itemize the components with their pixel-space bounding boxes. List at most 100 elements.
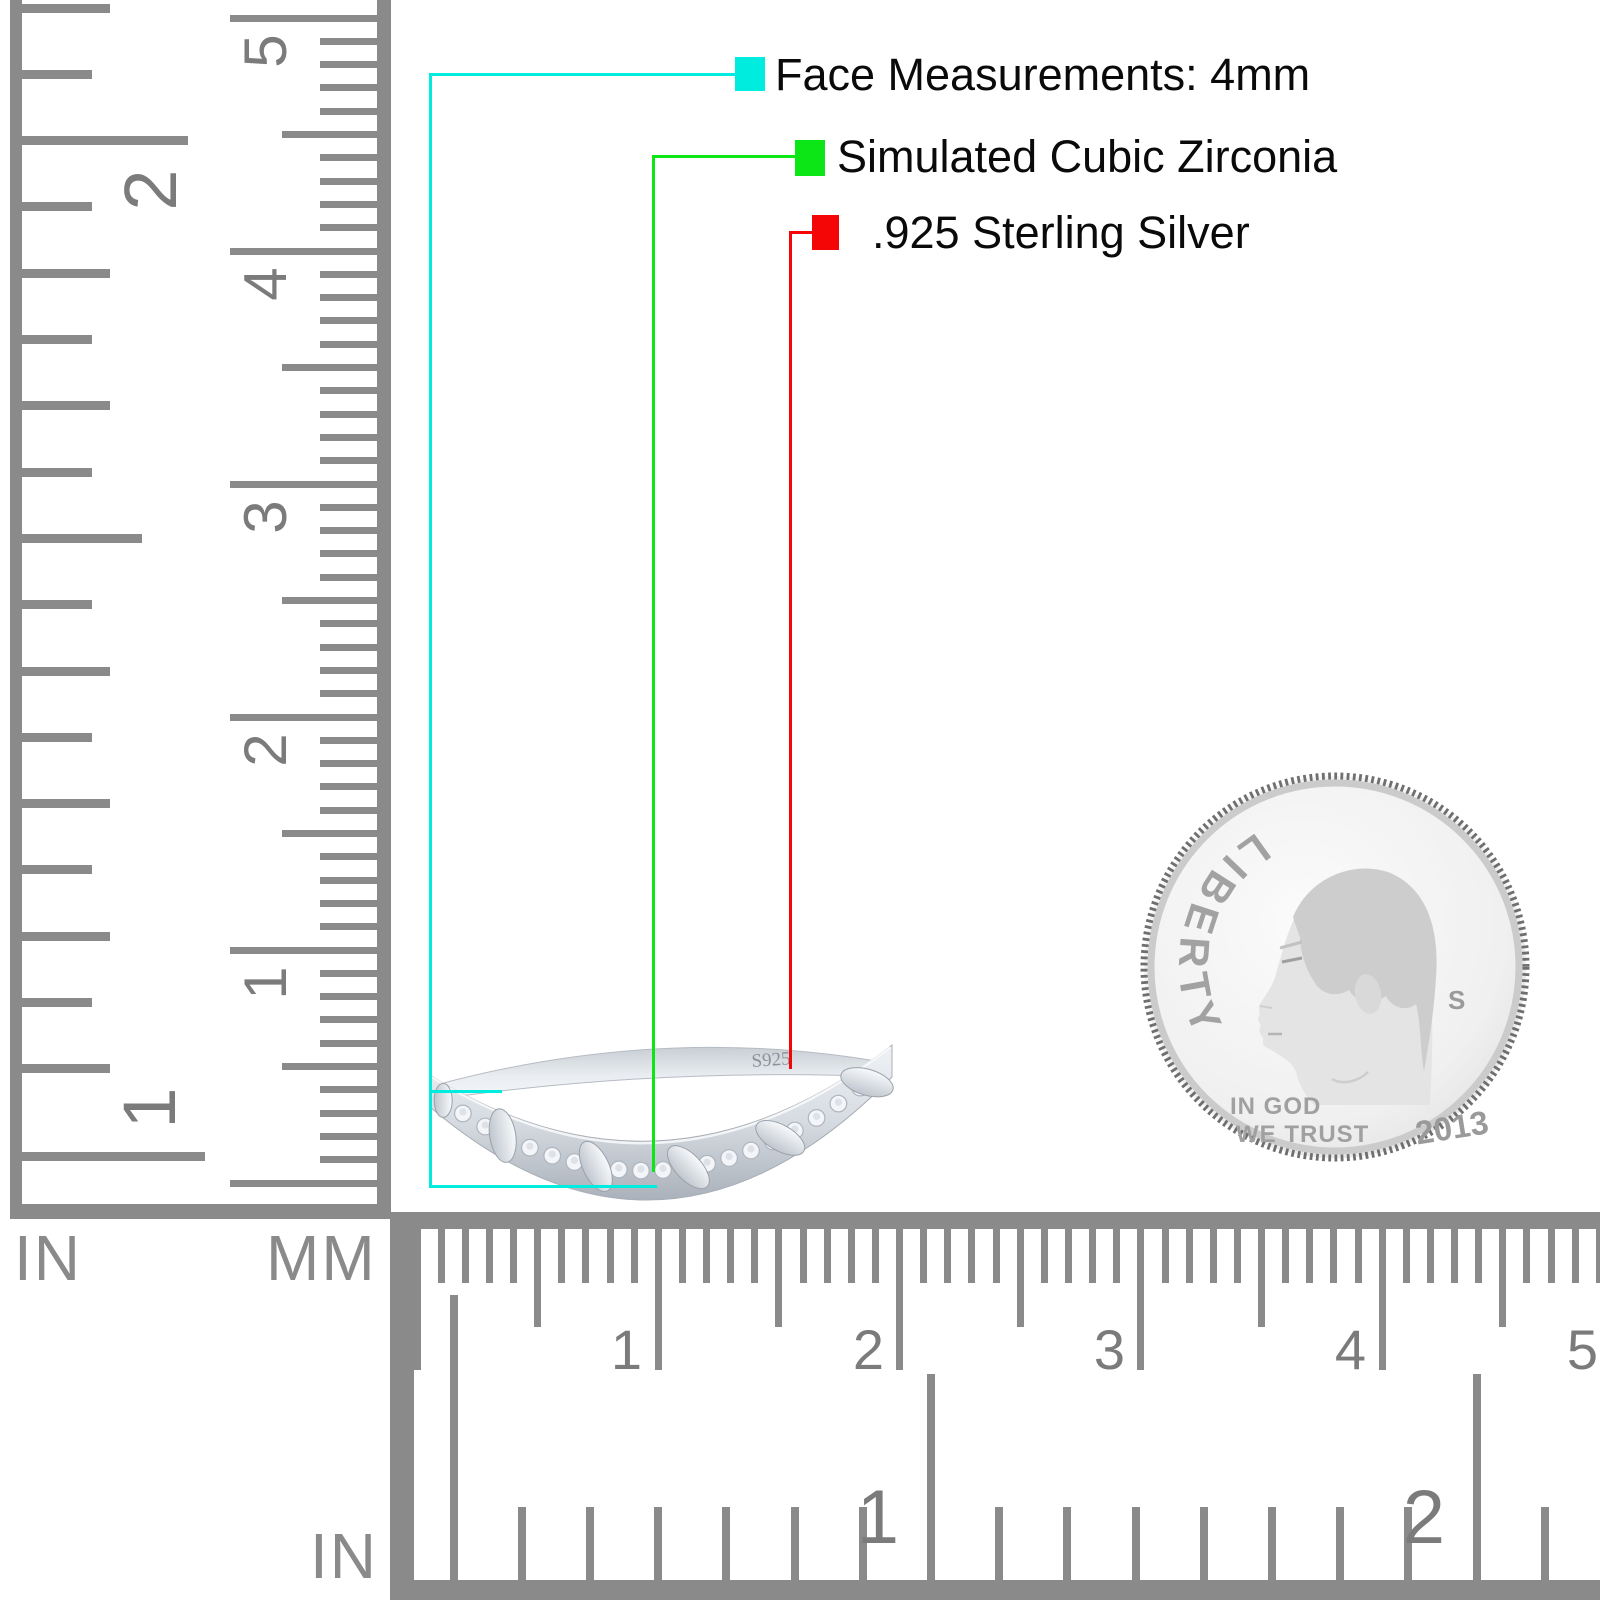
ruler-tick	[1548, 1228, 1555, 1283]
ruler-tick	[993, 1228, 1000, 1283]
bottom-ruler: 1 2 3 4 5 1 2	[385, 1205, 1600, 1600]
ruler-tick	[703, 1228, 710, 1283]
ruler-number: 4	[232, 267, 299, 301]
ruler-tick	[800, 1228, 807, 1283]
ruler-number: 5	[1566, 1318, 1598, 1381]
ruler-number: 1	[610, 1318, 642, 1381]
ruler-tick	[1451, 1228, 1458, 1283]
ruler-tick	[320, 434, 377, 441]
stone-leader-line-vertical	[652, 155, 655, 1172]
ruler-tick	[22, 335, 92, 344]
annotation-metal-label: .925 Sterling Silver	[872, 207, 1250, 258]
ruler-tick	[22, 401, 110, 410]
ruler-tick	[722, 1507, 730, 1580]
ruler-tick	[1041, 1228, 1048, 1283]
ruler-tick	[1234, 1228, 1241, 1283]
bottom-ruler-left-edge	[390, 1212, 414, 1600]
ruler-tick	[320, 457, 377, 464]
ruler-tick	[438, 1228, 445, 1283]
ruler-number: 3	[232, 500, 299, 534]
bottom-ruler-bottom-edge	[390, 1580, 1600, 1600]
cz-stone-facet	[526, 1142, 534, 1150]
ruler-tick	[655, 1228, 662, 1370]
ruler-tick	[414, 1228, 421, 1370]
ring-photo: S925	[429, 1043, 894, 1201]
ruler-tick	[320, 1040, 377, 1047]
ruler-tick	[320, 178, 377, 185]
ring-twist-wrap	[433, 1082, 453, 1118]
ruler-tick	[320, 574, 377, 581]
vertical-mm-ruler-edge	[377, 0, 391, 1218]
ruler-tick	[654, 1507, 662, 1580]
ruler-tick	[22, 269, 110, 278]
ruler-number: 1	[232, 966, 299, 1000]
ruler-tick	[22, 932, 110, 941]
vertical-mm-unit-label: MM	[266, 1222, 377, 1294]
ruler-tick	[320, 61, 377, 68]
cz-stone-facet	[459, 1108, 467, 1116]
ruler-tick	[727, 1228, 734, 1283]
ruler-tick	[320, 993, 377, 1000]
ruler-tick	[320, 620, 377, 627]
ruler-tick	[282, 597, 377, 604]
face-leader-line-horizontal	[429, 73, 737, 76]
ruler-tick	[1132, 1507, 1140, 1580]
cz-stone-facet	[747, 1145, 755, 1153]
ruler-tick	[230, 714, 377, 721]
ruler-tick	[1596, 1228, 1600, 1283]
cz-stone-facet	[481, 1121, 489, 1129]
ruler-tick	[1572, 1228, 1579, 1283]
ruler-tick	[486, 1228, 493, 1283]
ruler-tick	[968, 1228, 975, 1283]
vertical-ruler: 2 1 5 4 3 2 1	[0, 0, 420, 1230]
ruler-tick	[1113, 1228, 1120, 1283]
ring-engraving: S925	[751, 1048, 791, 1072]
ring-twist-wrap	[840, 1067, 894, 1098]
cz-stone-facet	[813, 1112, 821, 1120]
ruler-tick	[320, 271, 377, 278]
face-legend-swatch	[735, 57, 765, 91]
ruler-tick	[320, 411, 377, 418]
ring-twist-wrap	[755, 1120, 806, 1156]
cz-stone-facet	[637, 1165, 645, 1173]
ruler-tick	[1306, 1228, 1313, 1283]
ruler-tick	[320, 527, 377, 534]
ruler-tick	[1186, 1228, 1193, 1283]
ruler-tick	[230, 248, 377, 255]
ruler-tick	[1200, 1507, 1208, 1580]
ruler-tick	[1336, 1507, 1344, 1580]
ruler-tick	[320, 550, 377, 557]
ruler-tick	[230, 15, 377, 22]
ruler-tick	[1065, 1228, 1072, 1283]
face-leader-line-bottom	[429, 1185, 657, 1188]
ruler-tick	[320, 387, 377, 394]
ruler-number: 3	[1093, 1318, 1125, 1381]
ruler-tick	[1499, 1228, 1506, 1327]
ruler-tick	[320, 84, 377, 91]
ruler-tick	[22, 1152, 205, 1161]
vertical-ruler-bottom-edge	[10, 1204, 391, 1219]
ruler-tick	[1258, 1228, 1265, 1327]
ruler-tick	[22, 667, 110, 676]
ruler-tick	[927, 1374, 935, 1580]
ruler-tick	[282, 364, 377, 371]
ruler-tick	[320, 853, 377, 860]
ruler-tick	[320, 877, 377, 884]
ruler-tick	[320, 294, 377, 301]
ruler-tick	[320, 970, 377, 977]
ruler-tick	[631, 1228, 638, 1283]
cz-stone-facet	[659, 1164, 667, 1173]
ruler-tick	[1379, 1228, 1386, 1370]
ruler-tick	[320, 1016, 377, 1023]
ruler-tick	[320, 1133, 377, 1140]
ruler-tick	[791, 1507, 799, 1580]
bottom-inch-unit-label: IN	[310, 1520, 378, 1592]
metal-legend-swatch	[812, 215, 839, 250]
ruler-tick	[320, 108, 377, 115]
ruler-tick	[1355, 1228, 1362, 1283]
ruler-tick	[320, 760, 377, 767]
ruler-tick	[824, 1228, 831, 1283]
metal-leader-line-horizontal	[789, 231, 814, 234]
stone-leader-line-horizontal	[652, 155, 795, 158]
